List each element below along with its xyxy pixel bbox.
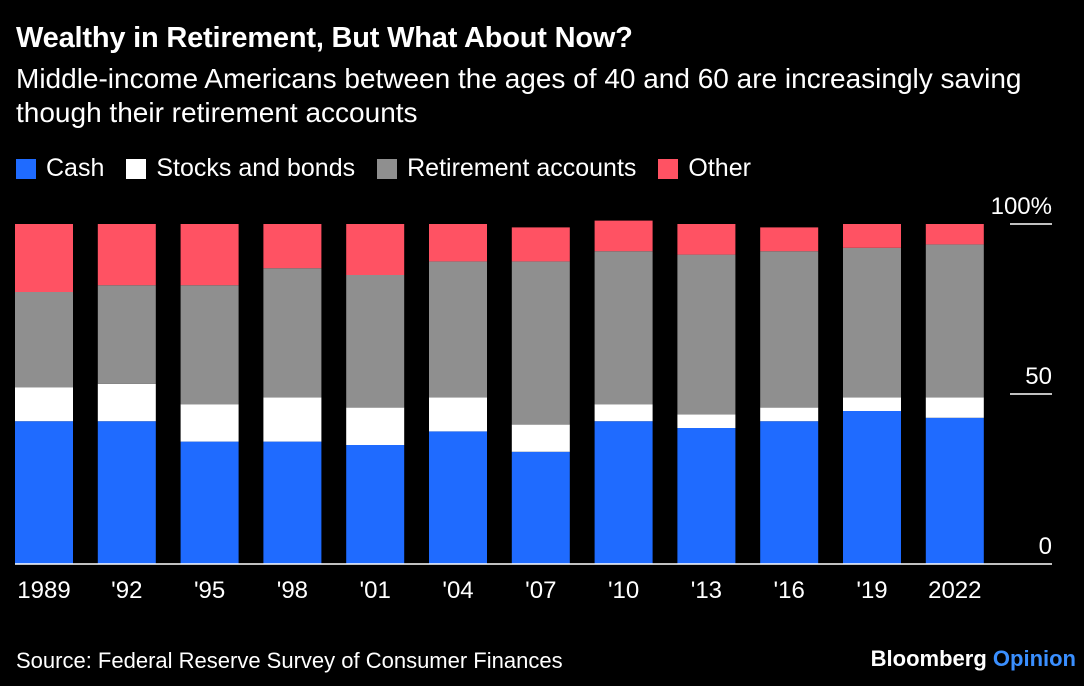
bar-retirement-accounts-1989 xyxy=(15,292,73,388)
bar-retirement-accounts-98 xyxy=(263,268,322,398)
bar-retirement-accounts-01 xyxy=(346,275,405,408)
bar-other-10 xyxy=(594,220,653,252)
bar-stocks-and-bonds-92 xyxy=(97,383,156,422)
bar-other-07 xyxy=(511,227,570,262)
bar-cash-1989 xyxy=(15,421,73,564)
x-tick-label-04: '04 xyxy=(442,577,473,604)
bar-retirement-accounts-92 xyxy=(97,285,156,384)
bar-other-2022 xyxy=(925,224,984,245)
legend-swatch-cash xyxy=(16,158,36,179)
bar-stocks-and-bonds-01 xyxy=(346,407,405,445)
bar-other-01 xyxy=(346,224,405,275)
stacked-bar-chart: 1989 '92 '95 '98 '01 '04 '07 '10 '13 '16 '19 2022 10… xyxy=(15,193,1052,604)
y-tick-label-100: 100% xyxy=(991,193,1052,220)
bar-retirement-accounts-95 xyxy=(180,285,239,405)
y-tick-label-0: 0 xyxy=(1039,533,1052,560)
legend-item-stocks-bonds: Stocks and bonds xyxy=(126,154,355,183)
bar-other-19 xyxy=(843,224,901,248)
bar-retirement-accounts-13 xyxy=(677,254,736,415)
legend: Cash Stocks and bonds Retirement account… xyxy=(16,154,773,183)
chart-subtitle: Middle-income Americans between the ages… xyxy=(16,63,1022,128)
legend-swatch-other xyxy=(658,158,679,179)
y-tick-label-50: 50 xyxy=(1025,363,1052,390)
legend-label-retirement: Retirement accounts xyxy=(407,154,637,182)
bar-cash-01 xyxy=(346,445,405,564)
chart-title: Wealthy in Retirement, But What About No… xyxy=(16,22,633,54)
legend-item-other: Other xyxy=(658,154,751,183)
bar-retirement-accounts-2022 xyxy=(925,244,984,398)
bar-other-04 xyxy=(429,224,487,262)
bar-stocks-and-bonds-10 xyxy=(594,404,653,422)
bar-retirement-accounts-10 xyxy=(594,251,653,405)
legend-item-cash: Cash xyxy=(16,154,104,183)
bar-stocks-and-bonds-07 xyxy=(511,424,570,452)
x-tick-label-95: '95 xyxy=(194,577,225,604)
bar-cash-10 xyxy=(594,421,653,564)
bar-stocks-and-bonds-2022 xyxy=(925,397,984,418)
bar-stocks-and-bonds-95 xyxy=(180,404,239,442)
legend-label-other: Other xyxy=(688,154,751,182)
bar-other-13 xyxy=(677,224,736,255)
bar-cash-13 xyxy=(677,428,736,564)
bar-cash-92 xyxy=(97,421,156,564)
x-tick-label-2022: 2022 xyxy=(928,577,981,604)
bar-retirement-accounts-16 xyxy=(760,251,819,408)
bar-stocks-and-bonds-1989 xyxy=(15,387,73,422)
x-tick-label-16: '16 xyxy=(774,577,805,604)
bar-other-98 xyxy=(263,224,322,269)
legend-label-stocks-bonds: Stocks and bonds xyxy=(156,154,356,182)
bar-cash-04 xyxy=(429,431,487,564)
legend-swatch-stocks-bonds xyxy=(126,158,147,179)
legend-label-cash: Cash xyxy=(46,154,105,182)
bar-other-1989 xyxy=(15,224,73,292)
x-tick-label-01: '01 xyxy=(360,577,391,604)
bar-other-16 xyxy=(760,227,819,252)
logo-section: Opinion xyxy=(992,646,1076,671)
bar-stocks-and-bonds-98 xyxy=(263,397,322,442)
bar-retirement-accounts-04 xyxy=(429,261,487,398)
logo-brand: Bloomberg xyxy=(870,646,987,671)
bar-retirement-accounts-07 xyxy=(511,261,570,425)
bar-cash-16 xyxy=(760,421,819,564)
x-tick-label-98: '98 xyxy=(277,577,308,604)
bar-other-92 xyxy=(97,224,156,286)
x-tick-label-1989: 1989 xyxy=(17,577,70,604)
x-tick-label-19: '19 xyxy=(856,577,887,604)
bar-cash-19 xyxy=(843,411,901,564)
bar-cash-95 xyxy=(180,441,239,564)
x-tick-label-92: '92 xyxy=(111,577,142,604)
x-tick-label-07: '07 xyxy=(525,577,556,604)
legend-swatch-retirement xyxy=(377,158,398,179)
x-tick-label-13: '13 xyxy=(691,577,722,604)
bloomberg-opinion-logo: Bloomberg Opinion xyxy=(871,646,1076,672)
bar-stocks-and-bonds-13 xyxy=(677,414,736,428)
bar-stocks-and-bonds-16 xyxy=(760,407,819,422)
x-tick-label-10: '10 xyxy=(608,577,639,604)
bar-cash-07 xyxy=(511,451,570,564)
bar-stocks-and-bonds-04 xyxy=(429,397,487,432)
bar-cash-2022 xyxy=(925,417,984,564)
source-note: Source: Federal Reserve Survey of Consum… xyxy=(16,648,563,673)
bar-retirement-accounts-19 xyxy=(843,247,901,398)
bar-stocks-and-bonds-19 xyxy=(843,397,901,411)
bar-other-95 xyxy=(180,224,239,286)
bar-cash-98 xyxy=(263,441,322,564)
legend-item-retirement: Retirement accounts xyxy=(377,154,636,183)
